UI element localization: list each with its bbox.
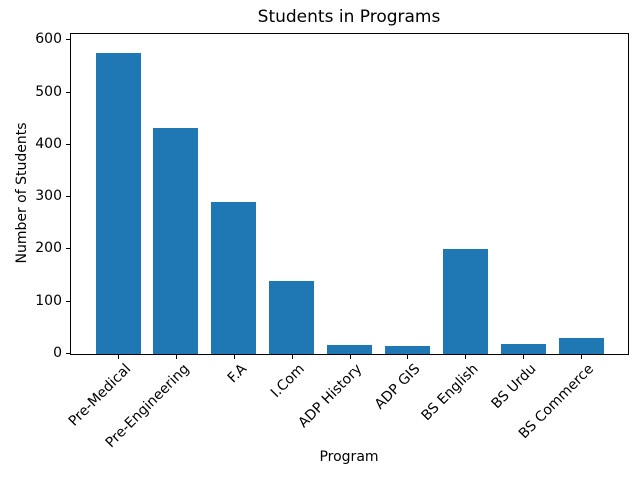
- y-tick-label: 400: [35, 135, 62, 152]
- x-tick-label-f-a: F.A: [224, 361, 251, 387]
- y-axis-label: Number of Students: [14, 122, 30, 264]
- plot-area: [70, 33, 629, 355]
- y-tick-label: 200: [35, 240, 62, 257]
- bar-bs-urdu: [500, 343, 546, 354]
- y-tick-label: 300: [35, 188, 62, 205]
- y-tick: [66, 91, 70, 93]
- x-tick-label-i-com: I.Com: [267, 361, 308, 401]
- x-tick-label-bs-urdu: BS Urdu: [488, 361, 540, 413]
- y-tick-label: 100: [35, 292, 62, 309]
- bar-pre-engineering: [153, 128, 199, 354]
- y-tick-label: 500: [35, 83, 62, 100]
- bar-bs-commerce: [558, 338, 604, 354]
- bar-i-com: [269, 280, 315, 354]
- x-tick: [407, 355, 409, 359]
- y-tick-label: 600: [35, 31, 62, 48]
- y-tick: [66, 300, 70, 302]
- x-tick: [233, 355, 235, 359]
- bar-pre-medical: [95, 53, 141, 354]
- bar-bs-english: [442, 248, 488, 354]
- x-tick: [581, 355, 582, 359]
- x-tick-label-adp-gis: ADP GIS: [371, 361, 424, 413]
- x-tick: [118, 355, 119, 359]
- x-tick: [349, 355, 351, 359]
- y-tick: [66, 248, 70, 250]
- x-axis-label: Program: [319, 449, 379, 465]
- bar-adp-history: [327, 344, 372, 354]
- bar-f-a: [211, 201, 257, 354]
- bar-adp-gis: [384, 346, 430, 354]
- x-tick: [465, 355, 467, 359]
- y-tick: [66, 353, 70, 354]
- x-tick: [291, 355, 293, 359]
- y-tick: [66, 39, 70, 41]
- x-tick: [175, 355, 177, 359]
- y-tick: [66, 143, 70, 145]
- y-tick: [66, 196, 70, 198]
- x-tick-label-bs-english: BS English: [418, 361, 482, 425]
- chart-title: Students in Programs: [257, 7, 441, 27]
- x-tick: [523, 355, 525, 359]
- y-tick-label: 0: [53, 345, 62, 361]
